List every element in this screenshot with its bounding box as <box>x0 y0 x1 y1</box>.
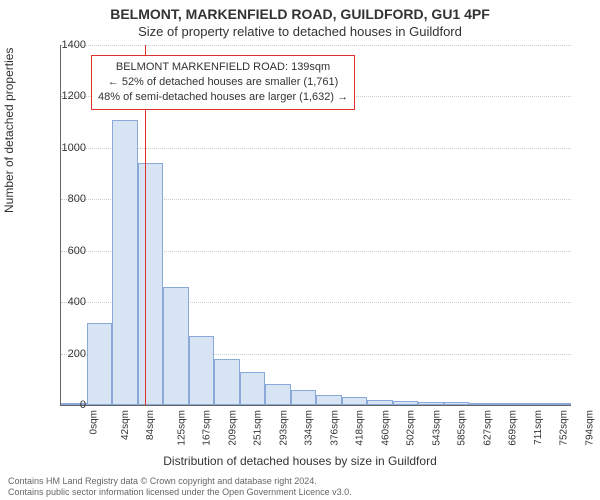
annotation-line: 48% of semi-detached houses are larger (… <box>98 90 348 105</box>
histogram-bar <box>112 120 138 405</box>
x-tick-label: 334sqm <box>304 410 315 446</box>
histogram-bar <box>418 402 444 405</box>
annotation-line: ← 52% of detached houses are smaller (1,… <box>98 75 348 90</box>
footer-line: Contains HM Land Registry data © Crown c… <box>8 476 352 487</box>
x-tick-label: 84sqm <box>145 410 156 440</box>
x-tick-label: 293sqm <box>278 410 289 446</box>
x-tick-label: 460sqm <box>380 410 391 446</box>
histogram-bar <box>393 401 419 405</box>
x-tick-label: 42sqm <box>120 410 131 440</box>
x-tick-label: 418sqm <box>355 410 366 446</box>
y-tick-label: 1400 <box>46 39 86 51</box>
y-tick-label: 400 <box>46 296 86 308</box>
histogram-bar <box>316 395 342 405</box>
y-tick-label: 600 <box>46 245 86 257</box>
y-tick-label: 1200 <box>46 90 86 102</box>
annotation-line: BELMONT MARKENFIELD ROAD: 139sqm <box>98 60 348 75</box>
histogram-bar <box>546 403 572 405</box>
footer-line: Contains public sector information licen… <box>8 487 352 498</box>
histogram-bar <box>495 403 521 405</box>
x-tick-label: 125sqm <box>176 410 187 446</box>
histogram-bar <box>138 163 164 405</box>
histogram-bar <box>163 287 189 405</box>
x-tick-label: 167sqm <box>202 410 213 446</box>
x-axis-label: Distribution of detached houses by size … <box>0 454 600 468</box>
x-tick-label: 543sqm <box>431 410 442 446</box>
chart-title-primary: BELMONT, MARKENFIELD ROAD, GUILDFORD, GU… <box>0 6 600 22</box>
y-tick-label: 1000 <box>46 142 86 154</box>
y-tick-label: 0 <box>46 399 86 411</box>
x-tick-label: 752sqm <box>559 410 570 446</box>
histogram-bar <box>87 323 113 405</box>
footer-attribution: Contains HM Land Registry data © Crown c… <box>8 476 352 499</box>
annotation-box: BELMONT MARKENFIELD ROAD: 139sqm ← 52% o… <box>91 55 355 110</box>
x-tick-label: 502sqm <box>406 410 417 446</box>
histogram-bar <box>444 402 470 405</box>
x-tick-label: 0sqm <box>88 410 99 434</box>
histogram-bar <box>367 400 393 405</box>
chart-title-secondary: Size of property relative to detached ho… <box>0 24 600 39</box>
histogram-bar <box>291 390 317 405</box>
histogram-bar <box>265 384 291 405</box>
x-tick-label: 376sqm <box>329 410 340 446</box>
histogram-bar <box>469 403 495 405</box>
plot-area: BELMONT MARKENFIELD ROAD: 139sqm ← 52% o… <box>60 45 571 406</box>
y-tick-label: 200 <box>46 348 86 360</box>
histogram-bar <box>214 359 240 405</box>
y-axis-label: Number of detached properties <box>2 48 16 213</box>
gridline <box>61 45 571 46</box>
histogram-bar <box>189 336 215 405</box>
x-tick-label: 627sqm <box>482 410 493 446</box>
y-tick-label: 800 <box>46 193 86 205</box>
x-tick-label: 585sqm <box>457 410 468 446</box>
histogram-bar <box>342 397 368 405</box>
gridline <box>61 148 571 149</box>
x-tick-label: 794sqm <box>584 410 595 446</box>
x-tick-label: 251sqm <box>253 410 264 446</box>
x-tick-label: 209sqm <box>227 410 238 446</box>
histogram-bar <box>240 372 266 405</box>
x-tick-label: 711sqm <box>532 410 543 445</box>
histogram-bar <box>520 403 546 405</box>
x-tick-label: 669sqm <box>508 410 519 446</box>
